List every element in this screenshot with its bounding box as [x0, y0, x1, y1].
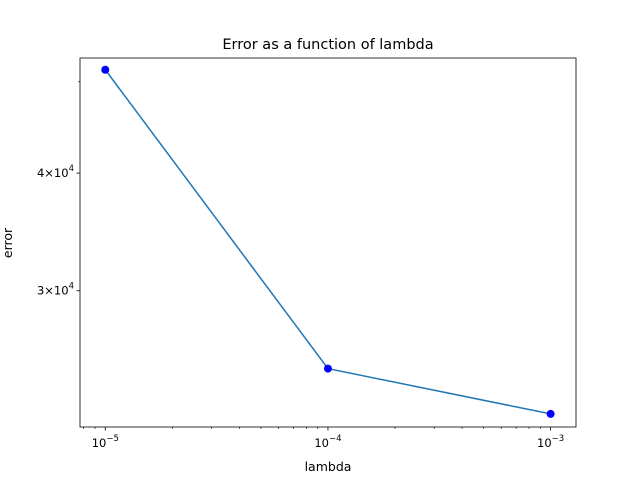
data-point: [323, 364, 332, 373]
x-axis-label: lambda: [305, 459, 352, 474]
x-tick-label: 10−3: [537, 434, 564, 450]
x-tick-label: 10−4: [314, 434, 341, 450]
plot-area: [101, 65, 555, 418]
x-tick-label: 10−5: [92, 434, 119, 450]
y-tick-label: 3×104: [37, 282, 74, 298]
chart-title: Error as a function of lambda: [222, 37, 433, 53]
data-point: [101, 65, 110, 74]
y-tick-label: 4×104: [37, 164, 74, 180]
y-axis-label: error: [0, 227, 15, 258]
data-point: [546, 409, 555, 418]
